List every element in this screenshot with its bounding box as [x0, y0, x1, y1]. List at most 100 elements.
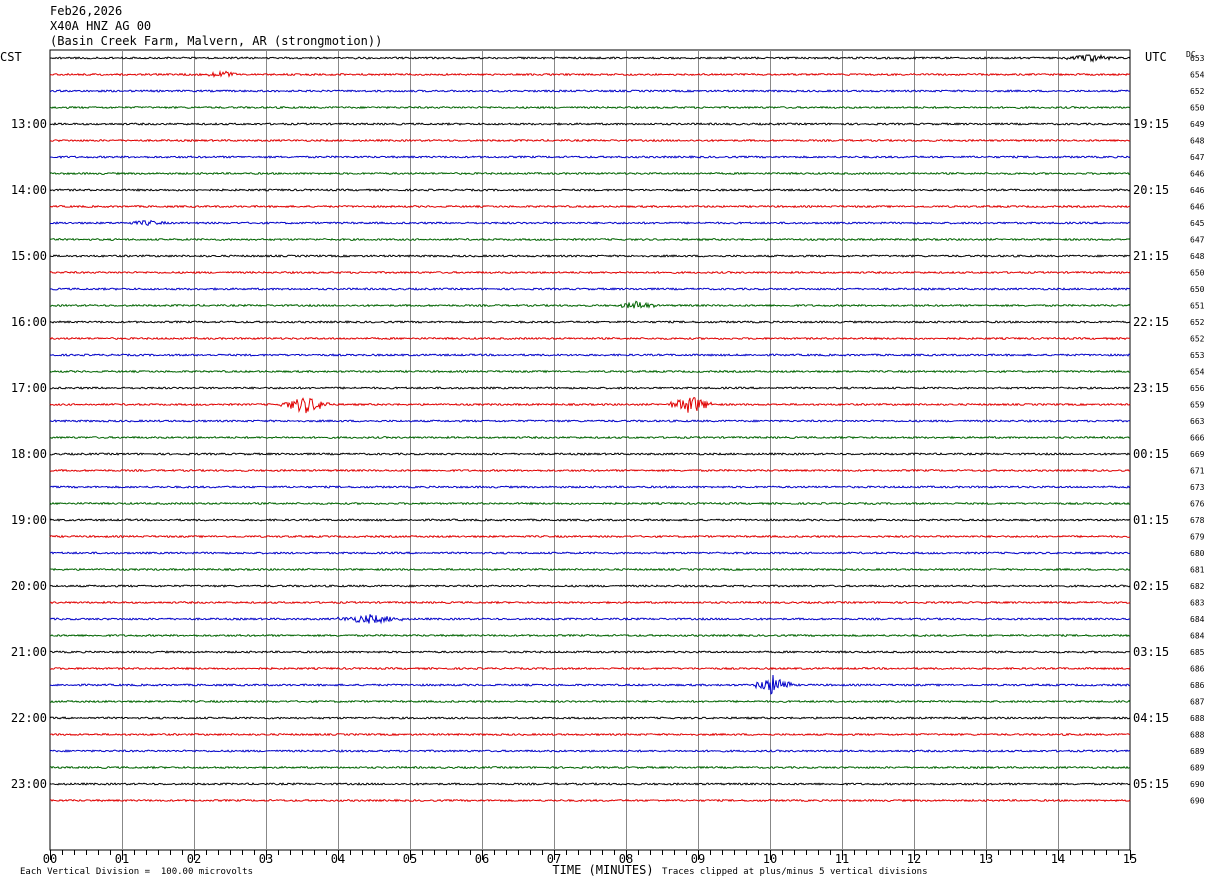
dc-value-label: 684 [1190, 615, 1205, 624]
trace-group [49, 53, 1131, 803]
seismic-trace [49, 567, 1131, 572]
seismic-trace [49, 584, 1131, 588]
utc-hour-label: 21:15 [1133, 249, 1169, 263]
dc-value-label: 649 [1190, 120, 1205, 129]
dc-value-label: 652 [1190, 318, 1205, 327]
seismic-trace [49, 674, 1131, 695]
dc-value-label: 682 [1190, 582, 1205, 591]
x-tick-label: 04 [331, 852, 345, 866]
seismic-trace [49, 749, 1131, 753]
seismic-trace [49, 386, 1131, 390]
dc-value-label: 685 [1190, 648, 1205, 657]
x-tick-label: 03 [259, 852, 273, 866]
dc-value-label: 687 [1190, 698, 1205, 707]
seismic-trace [49, 336, 1131, 341]
utc-hour-label: 02:15 [1133, 579, 1169, 593]
seismic-trace [49, 138, 1131, 143]
dc-value-label: 681 [1190, 566, 1205, 575]
seismic-trace [49, 518, 1131, 522]
dc-axis-title: DC [1186, 50, 1196, 59]
left-axis-title: CST [0, 50, 22, 64]
chart-date: Feb26,2026 [50, 4, 123, 18]
dc-value-label: 669 [1190, 450, 1205, 459]
utc-hour-label: 22:15 [1133, 315, 1169, 329]
seismic-trace [49, 732, 1131, 737]
utc-hour-label: 00:15 [1133, 447, 1169, 461]
dc-value-label: 648 [1190, 252, 1205, 261]
seismic-trace [49, 452, 1131, 456]
dc-value-label: 666 [1190, 434, 1205, 443]
seismic-trace [49, 765, 1131, 770]
seismic-trace [49, 300, 1131, 309]
utc-hour-label: 23:15 [1133, 381, 1169, 395]
dc-value-label: 645 [1190, 219, 1205, 228]
seismic-trace [49, 419, 1131, 423]
chart-station: X40A HNZ AG 00 [50, 19, 152, 33]
x-tick-label: 06 [475, 852, 489, 866]
dc-value-label: 680 [1190, 549, 1205, 558]
dc-value-label: 650 [1190, 269, 1205, 278]
dc-value-label: 650 [1190, 285, 1205, 294]
seismic-trace [49, 237, 1131, 242]
seismic-trace [49, 53, 1131, 63]
utc-hour-label: 05:15 [1133, 777, 1169, 791]
seismic-trace [49, 782, 1131, 786]
vertical-scale-note: Each Vertical Division = 100.00 microvol… [20, 867, 253, 877]
right-axis-title: UTC [1145, 50, 1167, 64]
seismic-trace [49, 105, 1131, 110]
dc-value-label: 686 [1190, 681, 1205, 690]
x-tick-label: 01 [115, 852, 129, 866]
seismic-trace [49, 551, 1131, 555]
dc-value-label: 650 [1190, 104, 1205, 113]
utc-hour-label: 01:15 [1133, 513, 1169, 527]
dc-value-label: 659 [1190, 401, 1205, 410]
dc-value-label: 686 [1190, 665, 1205, 674]
cst-hour-label: 17:00 [11, 381, 47, 395]
dc-value-label: 652 [1190, 335, 1205, 344]
seismic-trace [49, 171, 1131, 176]
seismic-trace [49, 435, 1131, 440]
seismic-trace [49, 396, 1131, 414]
x-tick-label: 14 [1051, 852, 1065, 866]
cst-hour-label: 19:00 [11, 513, 47, 527]
dc-value-label: 673 [1190, 483, 1205, 492]
seismic-trace [49, 650, 1131, 654]
seismic-trace [49, 270, 1131, 275]
x-tick-label: 15 [1123, 852, 1137, 866]
seismic-trace [49, 501, 1131, 506]
cst-hour-label: 20:00 [11, 579, 47, 593]
seismic-trace [49, 219, 1131, 227]
seismic-trace [49, 204, 1131, 209]
x-tick-label: 08 [619, 852, 633, 866]
x-tick-label: 12 [907, 852, 921, 866]
cst-hour-label: 13:00 [11, 117, 47, 131]
dc-value-label: 647 [1190, 236, 1205, 245]
x-tick-label: 00 [43, 852, 57, 866]
seismic-trace [49, 353, 1131, 357]
seismic-trace [49, 666, 1131, 671]
seismic-trace [49, 69, 1131, 79]
dc-value-label: 646 [1190, 203, 1205, 212]
x-axis-title: TIME (MINUTES) [552, 863, 653, 877]
dc-value-label: 654 [1190, 368, 1205, 377]
x-tick-label: 09 [691, 852, 705, 866]
seismic-trace [49, 716, 1131, 720]
dc-value-label: 648 [1190, 137, 1205, 146]
seismic-trace [49, 468, 1131, 473]
dc-value-label: 676 [1190, 500, 1205, 509]
x-tick-label: 07 [547, 852, 561, 866]
dc-value-label: 679 [1190, 533, 1205, 542]
cst-hour-label: 16:00 [11, 315, 47, 329]
dc-value-label: 646 [1190, 186, 1205, 195]
seismic-trace [49, 798, 1131, 803]
dc-value-label: 646 [1190, 170, 1205, 179]
grid-lines [49, 49, 1131, 860]
chart-site: (Basin Creek Farm, Malvern, AR (strongmo… [50, 34, 383, 48]
seismic-trace [49, 122, 1131, 126]
dc-value-label: 653 [1190, 351, 1205, 360]
dc-value-label: 688 [1190, 714, 1205, 723]
utc-hour-label: 19:15 [1133, 117, 1169, 131]
seismic-trace [49, 369, 1131, 374]
cst-hour-label: 22:00 [11, 711, 47, 725]
